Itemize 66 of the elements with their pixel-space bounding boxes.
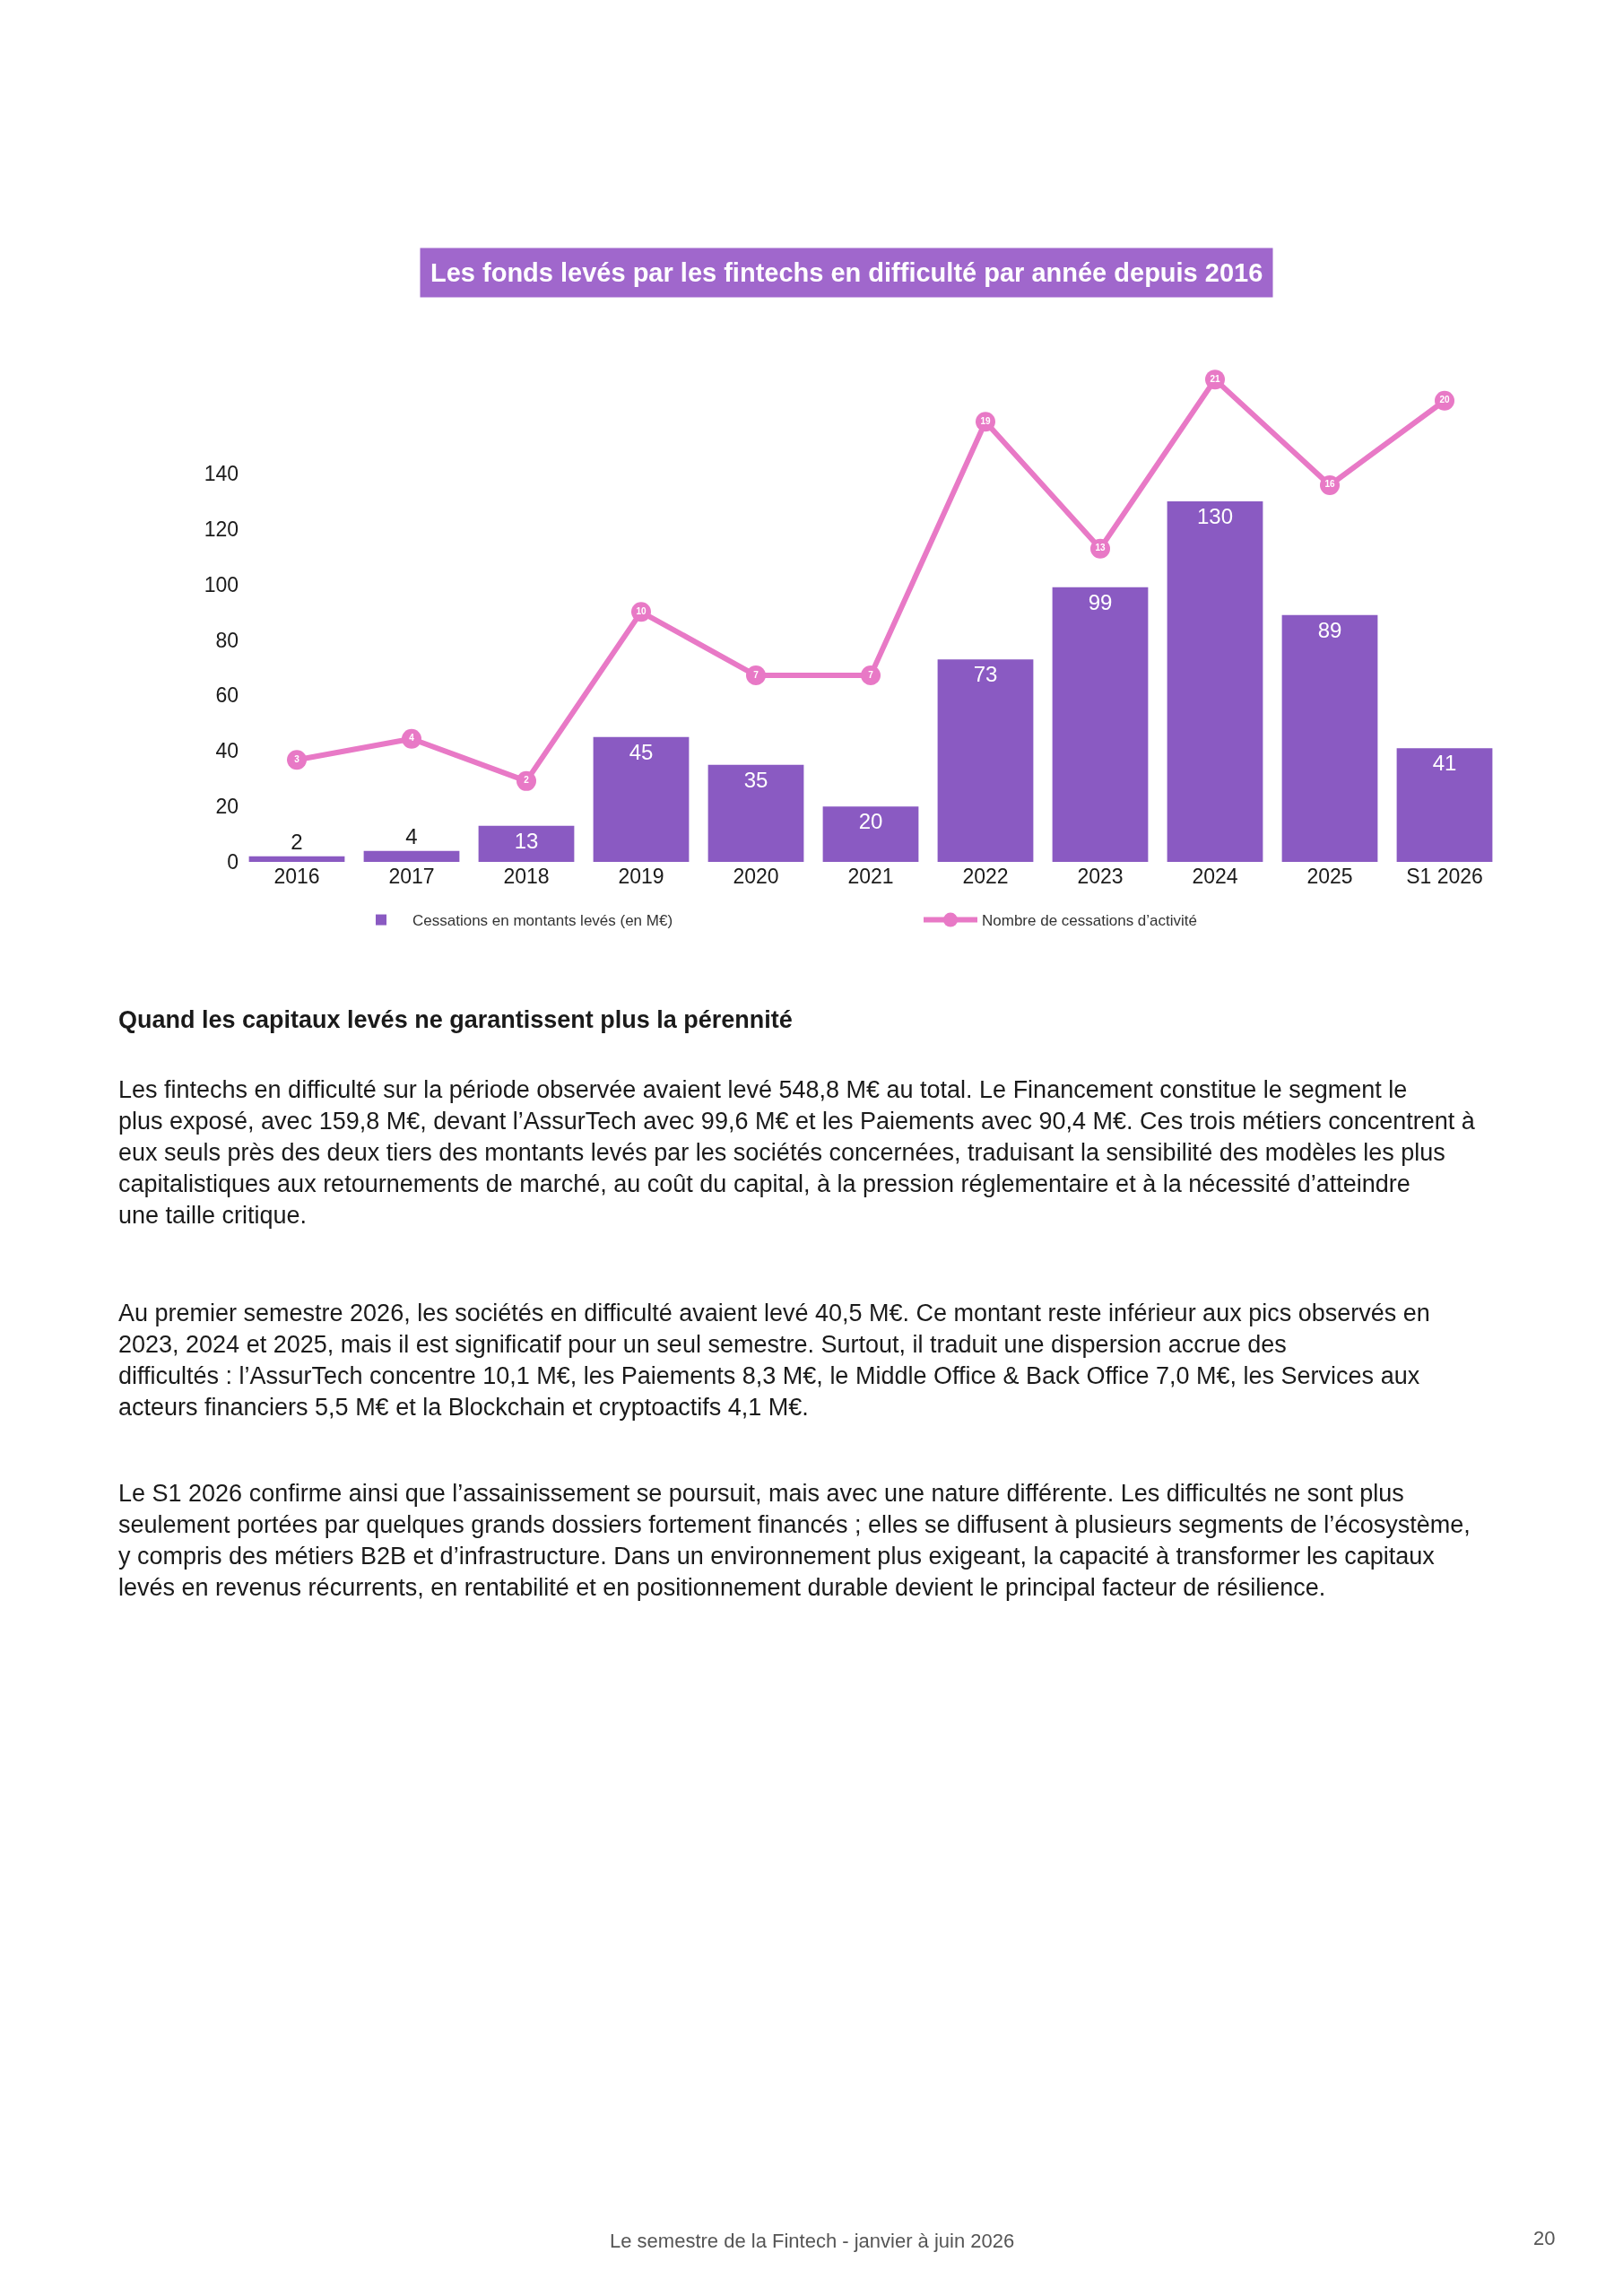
bar [1167,500,1263,862]
bar [1281,614,1378,862]
bar [937,659,1034,862]
text: 20 [1533,2227,1556,2249]
data-label: 41 [1432,751,1457,776]
x-tick-label: S1 2026 [1406,865,1483,888]
point [746,665,766,686]
data-label: 2 [524,775,530,786]
bar [478,825,575,862]
data-label: 13 [1095,543,1106,553]
text: Au premier semestre 2026, les sociétés en difficulté avaient levé 40,5 M€. Ce montant reste inférieur aux pics observés en 2023, 2024 et 2025, mais il est significatif pour un seul semestre. Surtout, il traduit une dispersion accrue des difficultés : l’AssurTech concentre 10,1 M€, les Paiements 8,3 M€, le Middle Office & Back Office 7,0 M€, les Services aux acteurs financiers 5,5 M€ et la Blockchain et cryptoactifs 4,1 M€. [118,1300,1430,1422]
y-tick-label: 100 [204,572,239,596]
data-label: 7 [753,669,759,680]
bar [363,850,460,862]
x-tick-label: 2019 [618,865,664,888]
data-label: 2 [291,829,303,854]
y-tick-label: 40 [215,739,239,763]
y-tick-label: 20 [215,795,239,819]
legend-label: Nombre de cessations d’activité [982,912,1198,930]
x-tick-label: 2018 [503,865,550,888]
data-label: 4 [405,823,418,848]
text: Le semestre de la Fintech - janvier à juin 2026 [610,2230,1015,2252]
y-tick-label: 120 [204,517,239,541]
data-label: 130 [1196,503,1234,528]
x-tick-label: 2020 [733,865,779,888]
bar [248,856,345,862]
data-label: 3 [294,753,300,764]
data-label: 4 [409,733,415,744]
x-tick-label: 2023 [1077,865,1124,888]
point [287,750,307,770]
data-label: 45 [629,739,654,764]
data-label: 73 [973,662,998,687]
x-tick-label: 2024 [1192,865,1238,888]
data-label: 20 [1439,395,1450,405]
y-tick-label: 140 [204,462,239,486]
y-tick-label: 80 [215,628,239,652]
data-label: 19 [980,415,991,426]
chart-title: Les fonds levés par les fintechs en difficulté par année depuis 2016 [430,258,1263,287]
bar [707,764,804,862]
point [516,770,536,791]
text: Les fintechs en difficulté sur la période observée avaient levé 548,8 M€ au total. Le Financement constitue le segment le plus exposé, avec 159,8 M€, devant l’AssurTech avec 99,6 M€ et les Paiements avec 90,4 M€. Ces trois métiers concentrent à eux seuls près des deux tiers des montants levés par les sociétés concernées, traduisant la sensibilité des modèles les plus capitalistiques aux retournements de marché, au coût du capital, à la pression réglementaire et à la nécessité d’atteindre une taille critique. [118,1076,1476,1230]
data-label: 16 [1324,479,1335,490]
bar [1052,587,1149,862]
x-tick-label: 2017 [388,865,435,888]
data-label: 21 [1210,373,1220,384]
data-label: 99 [1088,589,1113,614]
legend-label: Cessations en montants levés (en M€) [412,912,673,930]
data-label: 10 [636,605,647,616]
data-label: 7 [868,669,874,680]
data-label: 13 [514,828,539,853]
x-tick-label: 2021 [847,865,894,888]
text: Le S1 2026 confirme ainsi que l’assainissement se poursuit, mais avec une nature différente. Les difficultés ne sont plus seulement portées par quelques grands dossiers fortement financés ; elles se diffusent à plusieurs segments de l’écosystème, y compris des métiers B2B et d’infrastructure. Dans un environnement plus exigeant, la capacité à transformer les capitaux levés en revenus récurrents, en rentabilité et en positionnement durable devient le principal facteur de résilience. [118,1480,1471,1602]
point [402,728,421,749]
x-tick-label: 2016 [273,865,320,888]
y-tick-label: 60 [215,683,239,708]
text: Quand les capitaux levés ne garantissent plus la pérennité [118,1006,793,1033]
point [861,665,881,686]
data-label: 89 [1317,617,1342,642]
data-label: 35 [743,767,768,792]
x-tick-label: 2022 [962,865,1009,888]
bar [1396,748,1493,862]
data-label: 20 [858,809,883,834]
bar [822,806,919,862]
bar [593,736,690,862]
y-tick-label: 0 [227,850,239,874]
x-tick-label: 2025 [1306,865,1353,888]
